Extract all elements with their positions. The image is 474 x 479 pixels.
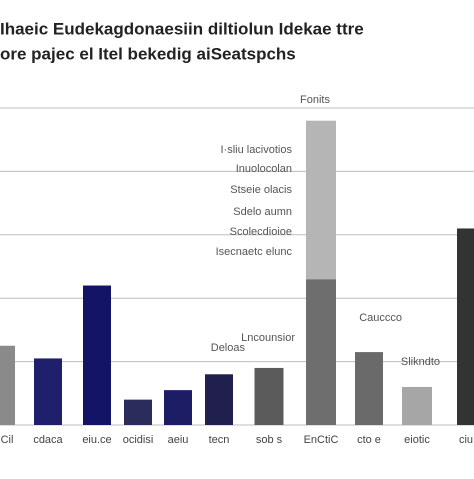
bar: [306, 279, 336, 425]
bar: [34, 358, 62, 425]
x-tick-label: ocidisi: [123, 434, 154, 446]
annotation: Cauccco: [359, 312, 402, 324]
chart-title: Ihaeic Eudekagdonaesiin diltiolun Idekae…: [0, 19, 364, 38]
bar: [254, 367, 284, 425]
bar: [457, 228, 474, 425]
annotation: Isecnaetc elunc: [216, 246, 293, 258]
x-tick-label: EnCtiC: [304, 434, 339, 446]
bar: [164, 390, 192, 425]
bar: [402, 386, 432, 425]
chart-subtitle: ore pajec el Itel bekedig aiSeatspchs: [0, 44, 296, 63]
annotation: Sdelo aumn: [233, 206, 292, 218]
bar: [124, 399, 152, 425]
x-tick-label: ciu: [459, 434, 473, 446]
x-tick-label: aeiu: [168, 434, 189, 446]
annotation: Lncounsior: [241, 332, 295, 344]
bar: [0, 345, 15, 425]
annotation: Stseie olacis: [230, 184, 292, 196]
annotation: Fonits: [300, 94, 330, 106]
x-tick-label: eiu.ce: [82, 434, 111, 446]
x-tick-label: tecn: [209, 434, 230, 446]
annotation: Scolecdioioe: [230, 226, 292, 238]
x-tick-label: eiotic: [404, 434, 430, 446]
x-tick-label: cdaca: [33, 434, 63, 446]
annotation: Inuolocolan: [236, 163, 292, 175]
annotation: Slikndto: [401, 356, 440, 368]
x-tick-label: sob s: [256, 434, 283, 446]
bar: [83, 285, 111, 425]
annotation: I·sliu lacivotios: [220, 144, 292, 156]
x-tick-label: cto e: [357, 434, 381, 446]
bar: [355, 352, 383, 425]
bar: [205, 374, 233, 425]
bar: [306, 120, 336, 280]
annotation: Deloas: [211, 342, 246, 354]
x-tick-label: Cil: [1, 434, 14, 446]
